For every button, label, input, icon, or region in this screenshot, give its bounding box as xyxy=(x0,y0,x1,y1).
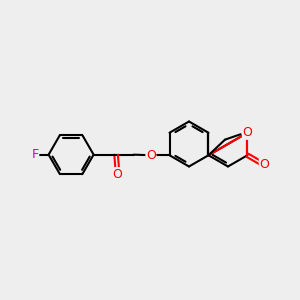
Text: O: O xyxy=(146,149,156,162)
Text: O: O xyxy=(260,158,269,172)
Text: F: F xyxy=(32,148,39,161)
Text: O: O xyxy=(242,126,252,139)
Text: O: O xyxy=(113,168,123,181)
